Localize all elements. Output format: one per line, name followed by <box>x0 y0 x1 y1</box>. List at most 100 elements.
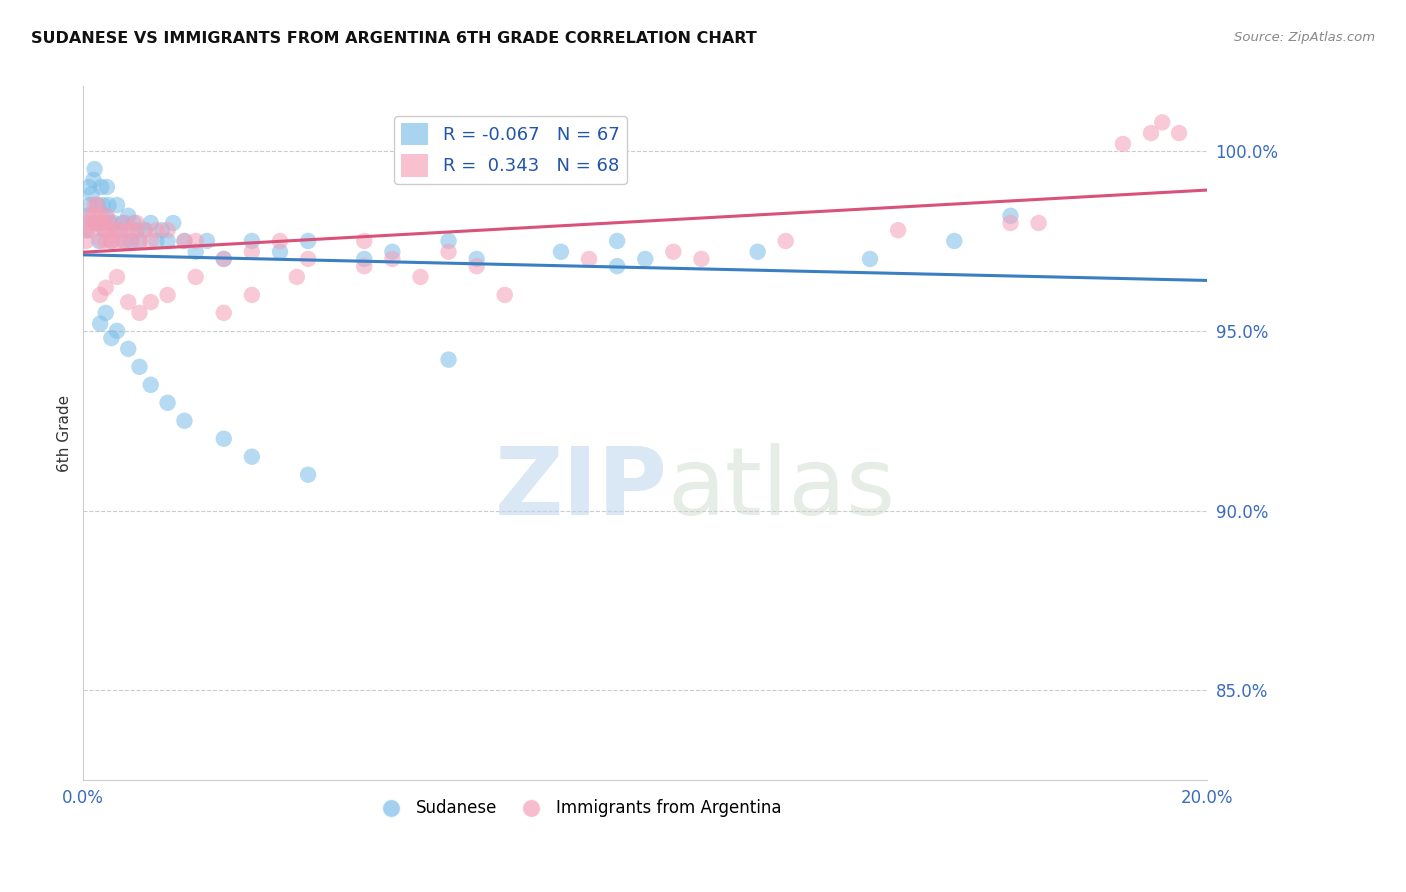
Point <box>76 209 98 223</box>
Point <box>381 244 404 259</box>
Point <box>184 244 207 259</box>
Point <box>89 288 111 302</box>
Point <box>134 223 156 237</box>
Point <box>409 269 432 284</box>
Point <box>578 252 600 266</box>
Point <box>887 223 910 237</box>
Point <box>139 377 162 392</box>
Point <box>77 180 100 194</box>
Point <box>353 234 375 248</box>
Point <box>134 223 156 237</box>
Point <box>156 234 179 248</box>
Point <box>184 269 207 284</box>
Point <box>75 234 97 248</box>
Point <box>662 244 685 259</box>
Point <box>1152 115 1174 129</box>
Point <box>120 234 142 248</box>
Legend: Sudanese, Immigrants from Argentina: Sudanese, Immigrants from Argentina <box>368 793 787 824</box>
Point <box>84 216 107 230</box>
Point <box>86 198 108 212</box>
Point <box>97 198 120 212</box>
Point <box>1028 216 1050 230</box>
Point <box>86 198 108 212</box>
Point <box>173 414 195 428</box>
Point <box>437 234 460 248</box>
Point <box>269 244 291 259</box>
Point <box>128 234 150 248</box>
Point <box>212 432 235 446</box>
Point <box>139 234 162 248</box>
Point <box>1000 216 1022 230</box>
Point <box>89 209 111 223</box>
Point <box>100 331 122 345</box>
Point <box>83 162 105 177</box>
Point <box>94 281 117 295</box>
Point <box>87 234 110 248</box>
Point <box>105 269 128 284</box>
Point <box>82 173 104 187</box>
Point <box>103 216 125 230</box>
Point <box>269 234 291 248</box>
Point <box>117 209 139 223</box>
Point <box>139 295 162 310</box>
Point <box>105 324 128 338</box>
Point <box>437 352 460 367</box>
Point <box>606 234 628 248</box>
Point <box>117 223 139 237</box>
Point <box>1168 126 1191 140</box>
Point <box>83 198 105 212</box>
Point <box>100 234 122 248</box>
Point <box>212 252 235 266</box>
Point <box>105 198 128 212</box>
Point <box>80 187 103 202</box>
Text: Source: ZipAtlas.com: Source: ZipAtlas.com <box>1234 31 1375 45</box>
Point <box>111 234 134 248</box>
Point <box>97 223 120 237</box>
Point <box>114 234 136 248</box>
Point <box>859 252 882 266</box>
Point <box>79 209 101 223</box>
Point <box>465 259 488 273</box>
Point <box>90 180 112 194</box>
Point <box>173 234 195 248</box>
Point <box>240 244 263 259</box>
Point <box>76 223 98 237</box>
Point <box>156 223 179 237</box>
Point <box>91 216 114 230</box>
Point <box>381 252 404 266</box>
Point <box>128 306 150 320</box>
Point <box>80 223 103 237</box>
Point <box>84 216 107 230</box>
Text: SUDANESE VS IMMIGRANTS FROM ARGENTINA 6TH GRADE CORRELATION CHART: SUDANESE VS IMMIGRANTS FROM ARGENTINA 6T… <box>31 31 756 46</box>
Text: ZIP: ZIP <box>495 442 668 535</box>
Point <box>103 223 125 237</box>
Point <box>150 223 173 237</box>
Point <box>94 306 117 320</box>
Point <box>100 234 122 248</box>
Point <box>156 288 179 302</box>
Point <box>1112 136 1135 151</box>
Text: atlas: atlas <box>668 442 896 535</box>
Point <box>297 234 319 248</box>
Point <box>212 252 235 266</box>
Point <box>94 234 117 248</box>
Point <box>156 396 179 410</box>
Point <box>89 317 111 331</box>
Point <box>1000 209 1022 223</box>
Point <box>89 216 111 230</box>
Point <box>212 306 235 320</box>
Point <box>105 234 128 248</box>
Y-axis label: 6th Grade: 6th Grade <box>58 395 72 472</box>
Point <box>125 216 148 230</box>
Point <box>117 295 139 310</box>
Point <box>128 234 150 248</box>
Point <box>114 216 136 230</box>
Point <box>79 198 101 212</box>
Point <box>550 244 572 259</box>
Point <box>93 223 115 237</box>
Point <box>297 252 319 266</box>
Point <box>690 252 713 266</box>
Point <box>98 216 121 230</box>
Point <box>240 234 263 248</box>
Point <box>125 223 148 237</box>
